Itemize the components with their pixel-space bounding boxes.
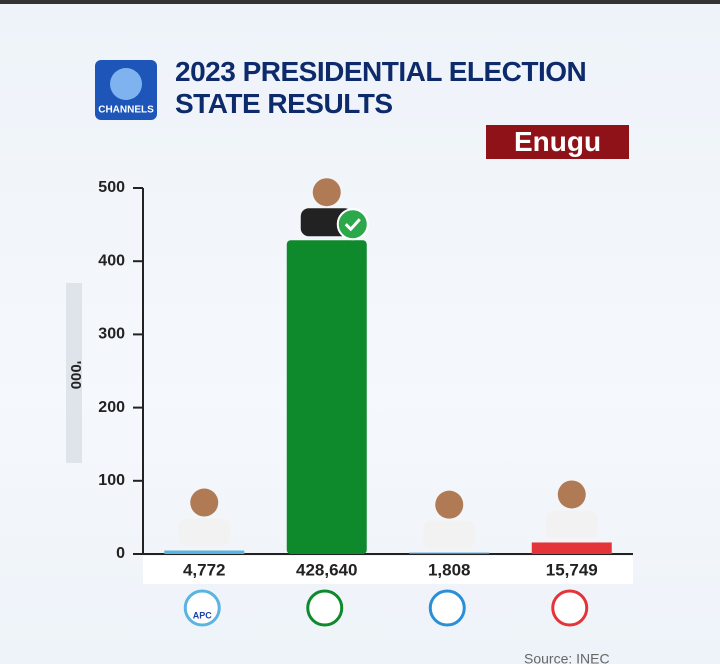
state-label: Enugu [486,125,629,159]
y-tick-label: 0 [116,545,125,562]
value-label: 4,772 [183,560,226,579]
value-label: 15,749 [546,560,598,579]
label-strip [143,556,633,584]
candidate-photo [178,488,231,547]
value-label: 428,640 [296,560,357,579]
y-tick-label: 400 [98,252,125,269]
logo-globe [110,68,142,100]
candidate-photo [545,480,598,539]
bar [531,542,612,554]
y-tick-label: 300 [98,326,125,343]
y-tick-label: 100 [98,472,125,489]
party-logo [183,589,221,627]
chart-title: 2023 PRESIDENTIAL ELECTION STATE RESULTS [175,56,587,119]
axis-label-bg [66,283,82,463]
party-logo [306,589,344,627]
party-logo [551,589,589,627]
y-tick-label: 200 [98,399,125,416]
source: Source: INEC [524,651,610,664]
winner-check [336,208,369,241]
logo-text: CHANNELS [98,105,154,116]
bar [286,240,367,554]
y-tick-label: 500 [98,179,125,196]
top-bar [0,0,720,4]
value-label: 1,808 [428,560,471,579]
party-logo [428,589,466,627]
bar [409,552,490,554]
check-mark [344,218,361,232]
candidate-photo [423,490,476,549]
party-name: APC [193,610,213,620]
bar [164,550,245,554]
y-axis-label: '000 [67,361,84,390]
